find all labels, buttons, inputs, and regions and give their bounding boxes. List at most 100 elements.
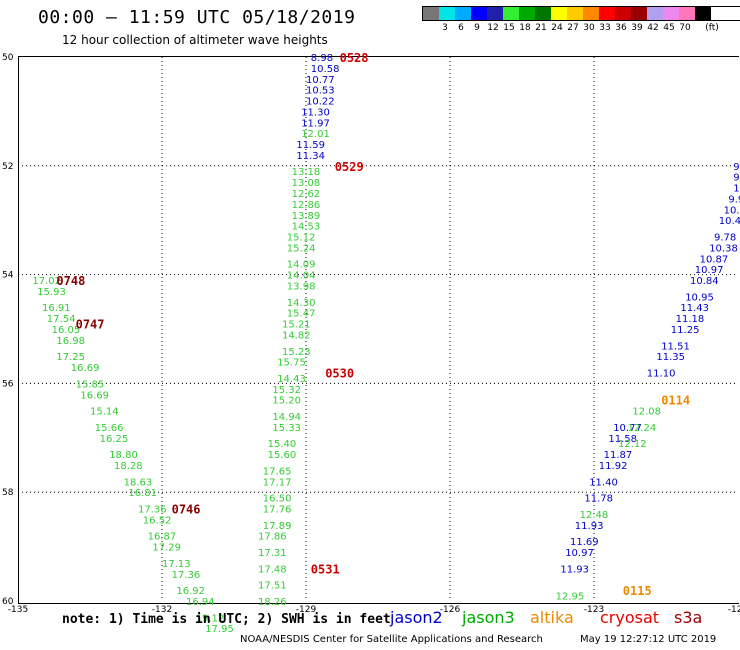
wave-height-value: 17.48 bbox=[258, 564, 287, 575]
wave-height-value: 16.52 bbox=[143, 515, 172, 526]
latitude-tick-label: 52 bbox=[2, 162, 13, 172]
wave-height-value: 17.13 bbox=[162, 559, 191, 570]
wave-height-value: 16.87 bbox=[148, 532, 177, 543]
wave-height-value: 11.97 bbox=[301, 118, 330, 129]
legend-swatch bbox=[423, 7, 439, 20]
wave-height-value: 10.48 bbox=[719, 216, 740, 227]
pass-time-label: 0114 bbox=[661, 394, 690, 408]
wave-height-value: 17.36 bbox=[138, 505, 167, 516]
legend-swatch bbox=[615, 7, 631, 20]
legend-tick-label: 42 bbox=[647, 23, 659, 33]
legend-swatch bbox=[567, 7, 583, 20]
wave-height-value: 9. bbox=[733, 173, 740, 184]
wave-height-value: 13.98 bbox=[287, 281, 316, 292]
wave-height-value: 15.14 bbox=[90, 407, 119, 418]
s3a-label: s3a bbox=[674, 608, 703, 627]
wave-height-value: 13.89 bbox=[292, 211, 321, 222]
pass-time-label: 0529 bbox=[335, 160, 364, 174]
legend-swatch bbox=[631, 7, 647, 20]
wave-height-value: 14.53 bbox=[292, 222, 321, 233]
wave-height-value: 12.08 bbox=[632, 407, 661, 418]
wave-height-value: 18.80 bbox=[109, 450, 138, 461]
altika-label: altika bbox=[530, 608, 574, 627]
wave-height-value: 19.12 bbox=[196, 613, 225, 624]
units-note: note: 1) Time is in UTC; 2) SWH is in fe… bbox=[62, 612, 391, 627]
legend-swatch bbox=[647, 7, 663, 20]
legend-swatch bbox=[439, 7, 455, 20]
wave-height-value: 13.18 bbox=[292, 167, 321, 178]
wave-height-value: 17.36 bbox=[172, 570, 201, 581]
legend-swatch bbox=[455, 7, 471, 20]
wave-height-value: 11.93 bbox=[575, 521, 604, 532]
wave-height-value: 11.10 bbox=[647, 369, 676, 380]
wave-height-value: 16.81 bbox=[128, 488, 157, 499]
wave-height-value: 11.43 bbox=[680, 303, 709, 314]
wave-height-value: 11.30 bbox=[301, 107, 330, 118]
wave-height-value: 15.66 bbox=[95, 423, 124, 434]
longitude-tick-label: -129 bbox=[296, 605, 317, 615]
pass-time-label: 0115 bbox=[623, 584, 652, 598]
color-legend: 3 6 9 12 15 18 21 24 27 30 33 36 39 42 45 70 (ft) bbox=[422, 6, 740, 35]
legend-tick-label: 45 bbox=[663, 23, 675, 33]
wave-height-value: 11.18 bbox=[676, 314, 705, 325]
footer-timestamp: May 19 12:27:12 UTC 2019 bbox=[580, 634, 717, 645]
wave-height-value: 16.69 bbox=[71, 363, 100, 374]
legend-tick-label: 18 bbox=[519, 23, 531, 33]
pass-time-label: 0746 bbox=[172, 503, 201, 517]
wave-height-value: 15.93 bbox=[37, 287, 66, 298]
jason3-label: jason3 bbox=[462, 608, 515, 627]
longitude-tick-label: -132 bbox=[152, 605, 172, 615]
longitude-tick-label: -126 bbox=[440, 605, 461, 615]
legend-swatch bbox=[471, 7, 487, 20]
legend-swatch bbox=[535, 7, 551, 20]
wave-height-value: 17.65 bbox=[263, 466, 292, 477]
longitude-tick-label: -135 bbox=[8, 605, 28, 615]
legend-tick-label: 12 bbox=[487, 23, 499, 33]
wave-height-value: 16.25 bbox=[100, 434, 129, 445]
legend-tick-label: 9 bbox=[474, 23, 480, 33]
credit-footer: NOAA/NESDIS Center for Satellite Applica… bbox=[240, 634, 543, 645]
legend-swatch bbox=[695, 7, 711, 20]
wave-height-value: 12.48 bbox=[580, 510, 609, 521]
legend-tick-label: 36 bbox=[615, 23, 627, 33]
pass-time-label: 0748 bbox=[56, 274, 85, 288]
wave-height-value: 16.05 bbox=[52, 325, 81, 336]
legend-tick-label: 6 bbox=[458, 23, 464, 33]
page-title: 00:00 – 11:59 UTC 05/18/2019 bbox=[38, 7, 356, 28]
wave-height-value: 17.31 bbox=[258, 548, 287, 559]
wave-height-value: 10.38 bbox=[709, 243, 738, 254]
wave-height-value: 17.54 bbox=[47, 314, 76, 325]
wave-height-value: 15.24 bbox=[287, 243, 316, 254]
wave-height-value: 15.32 bbox=[272, 385, 301, 396]
wave-height-value: 16.91 bbox=[42, 303, 71, 314]
wave-height-value: 16.50 bbox=[263, 494, 292, 505]
wave-height-value: 14.04 bbox=[287, 271, 316, 282]
wave-height-value: 11.87 bbox=[604, 450, 633, 461]
wave-height-value: 15.40 bbox=[268, 439, 297, 450]
wave-height-value: 17.89 bbox=[263, 521, 292, 532]
legend-tick-label: 21 bbox=[535, 23, 547, 33]
wave-height-value: 18.26 bbox=[258, 597, 287, 608]
longitude-tick-label: -120 bbox=[728, 605, 740, 615]
wave-height-value: 17.02 bbox=[32, 276, 61, 287]
legend-swatch bbox=[519, 7, 535, 20]
legend-tick-label: 30 bbox=[583, 23, 595, 33]
wave-height-value: 12.12 bbox=[618, 439, 647, 450]
legend-swatch bbox=[551, 7, 567, 20]
wave-height-value: 11.34 bbox=[296, 151, 325, 162]
legend-tick-label: 15 bbox=[503, 23, 515, 33]
wave-height-value: 15.60 bbox=[268, 450, 297, 461]
legend-swatch bbox=[487, 7, 503, 20]
wave-height-value: 14.09 bbox=[287, 260, 316, 271]
wave-height-value: 17.29 bbox=[152, 543, 181, 554]
legend-tick-label: 27 bbox=[567, 23, 579, 33]
wave-height-value: 11.59 bbox=[296, 140, 325, 151]
wave-height-value: 17.86 bbox=[258, 532, 287, 543]
wave-height-value: 10.58 bbox=[311, 64, 340, 75]
legend-tick-label: 3 bbox=[442, 23, 448, 33]
wave-height-value: 11.35 bbox=[656, 352, 685, 363]
legend-labels: 3 6 9 12 15 18 21 24 27 30 33 36 39 42 45 70 (ft) bbox=[422, 21, 740, 35]
wave-height-value: 11.93 bbox=[560, 564, 589, 575]
wave-height-value: 10.97 bbox=[565, 548, 594, 559]
